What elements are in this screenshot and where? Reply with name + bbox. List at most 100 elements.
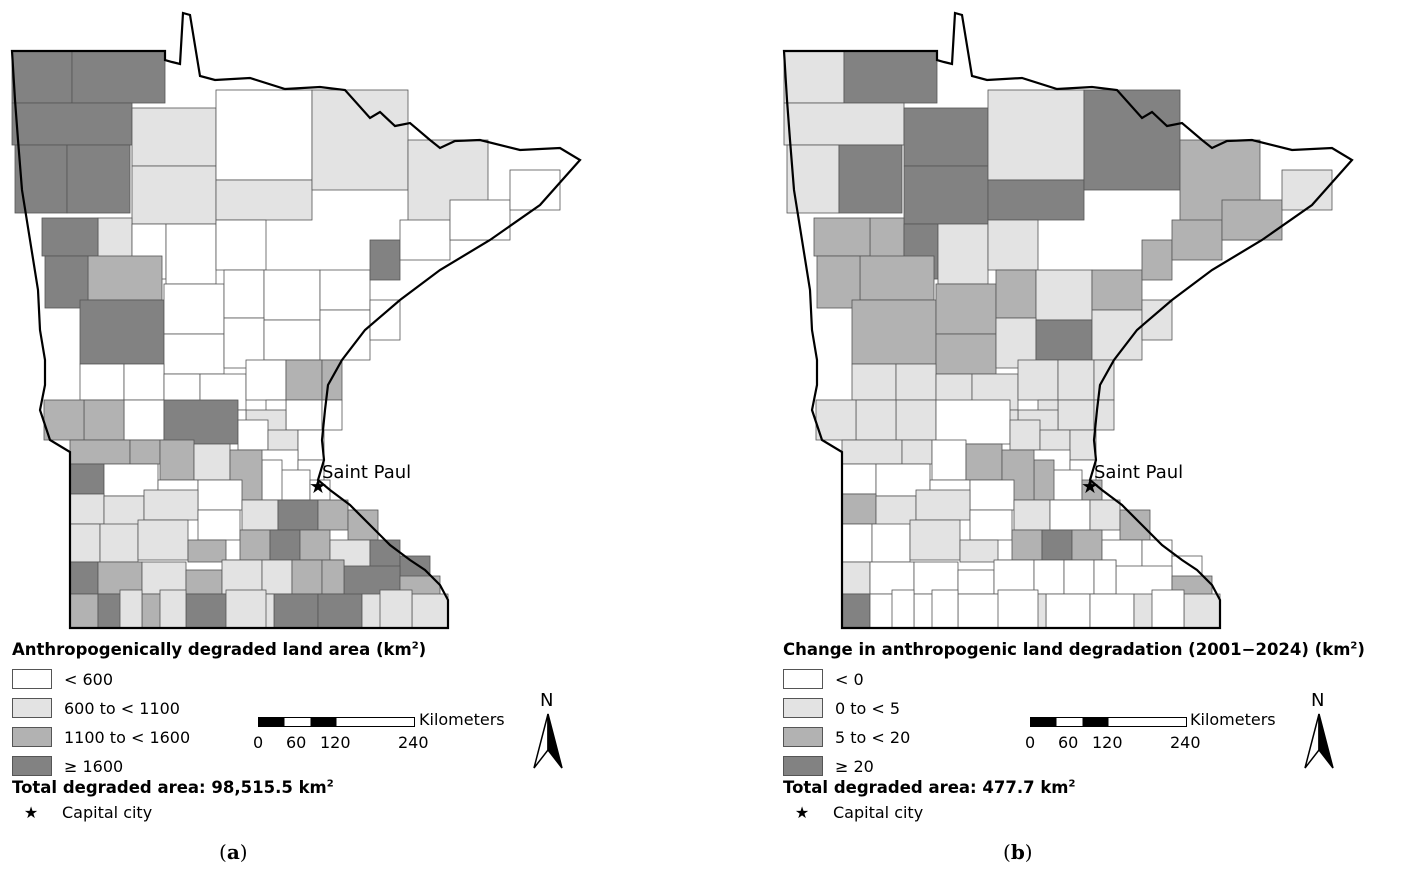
- legend-swatch: [12, 669, 52, 689]
- county: [273, 593, 319, 629]
- county: [215, 219, 267, 271]
- county: [369, 539, 401, 571]
- county: [317, 499, 349, 531]
- county: [509, 169, 561, 211]
- county: [261, 459, 283, 501]
- county: [129, 439, 161, 465]
- county: [14, 144, 68, 214]
- county: [1035, 319, 1093, 361]
- county: [903, 107, 989, 167]
- county: [319, 269, 371, 311]
- county: [79, 299, 165, 365]
- county: [1035, 269, 1093, 321]
- county: [69, 561, 99, 595]
- county: [1033, 459, 1055, 501]
- capital-star-icon: ★: [1081, 474, 1099, 498]
- county: [786, 144, 840, 214]
- county: [1089, 593, 1135, 629]
- county: [185, 569, 223, 595]
- scale-tick: 0: [1025, 733, 1036, 752]
- north-arrow-icon: [533, 713, 563, 769]
- capital-marker: ★ Saint Paul: [1081, 462, 1183, 498]
- legend-label: < 0: [835, 669, 864, 689]
- legend-item: ≥ 20: [783, 756, 874, 776]
- scale-unit: Kilometers: [419, 710, 505, 729]
- capital-legend-label: Capital city: [833, 803, 924, 822]
- county: [1013, 499, 1051, 531]
- county: [285, 359, 323, 401]
- county: [1045, 593, 1091, 629]
- county: [913, 561, 959, 595]
- county: [263, 319, 321, 361]
- county: [44, 255, 89, 309]
- scale-tick: 240: [398, 733, 429, 752]
- legend-item: < 0: [783, 669, 864, 689]
- county: [347, 509, 379, 541]
- county: [935, 399, 1011, 445]
- city-label: Saint Paul: [1094, 462, 1183, 483]
- county: [1221, 199, 1283, 241]
- county: [159, 589, 187, 629]
- county: [1089, 499, 1121, 531]
- county: [187, 539, 227, 563]
- legend-label: 5 to < 20: [835, 727, 911, 747]
- county: [987, 179, 1085, 221]
- county: [215, 179, 313, 221]
- legend-item: 600 to < 1100: [12, 698, 180, 718]
- legend-item: ≥ 1600: [12, 756, 123, 776]
- county: [841, 493, 877, 525]
- county: [279, 469, 311, 501]
- county: [841, 561, 871, 595]
- capital-legend-label: Capital city: [62, 803, 153, 822]
- scale-tick: 60: [286, 733, 307, 752]
- county: [159, 439, 195, 481]
- county: [909, 519, 961, 561]
- county: [843, 50, 938, 104]
- county: [277, 499, 319, 531]
- total-degraded-area: Total degraded area: 477.7 km2: [783, 778, 1076, 797]
- county: [1041, 529, 1073, 561]
- county: [321, 559, 345, 595]
- city-label: Saint Paul: [322, 462, 411, 483]
- county: [225, 589, 267, 629]
- legend-label: 600 to < 1100: [64, 698, 180, 718]
- county: [871, 523, 911, 563]
- county: [935, 283, 997, 335]
- county: [1057, 359, 1095, 401]
- county: [237, 419, 269, 451]
- county: [185, 593, 231, 629]
- county: [1009, 419, 1041, 451]
- legend-label: ≥ 1600: [64, 756, 124, 776]
- scale-tick: 60: [1058, 733, 1079, 752]
- legend-swatch: [783, 669, 823, 689]
- county: [369, 299, 401, 341]
- capital-marker: ★ Saint Paul: [309, 462, 411, 498]
- county: [851, 299, 937, 365]
- county: [1183, 593, 1221, 629]
- legend-item: 0 to < 5: [783, 698, 900, 718]
- county: [269, 529, 301, 561]
- county: [87, 255, 163, 301]
- legend-label: ≥ 20: [835, 756, 874, 776]
- county: [895, 399, 937, 441]
- county: [859, 255, 935, 301]
- county: [1093, 399, 1115, 431]
- county: [1171, 219, 1223, 261]
- county: [197, 479, 243, 511]
- county: [1017, 359, 1059, 401]
- panel-a: ★ Saint Paul Anthropogenically degraded …: [10, 11, 582, 864]
- county: [11, 50, 73, 104]
- county: [841, 523, 873, 563]
- capital-legend: ★ Capital city: [22, 803, 152, 822]
- county: [869, 217, 905, 259]
- county: [838, 144, 903, 214]
- county: [239, 529, 271, 561]
- county: [69, 439, 131, 465]
- county: [379, 589, 413, 629]
- county: [131, 165, 217, 225]
- county: [163, 399, 239, 445]
- county: [1281, 169, 1333, 211]
- county: [841, 593, 871, 629]
- county: [1141, 299, 1173, 341]
- panel-caption: (a): [219, 840, 248, 864]
